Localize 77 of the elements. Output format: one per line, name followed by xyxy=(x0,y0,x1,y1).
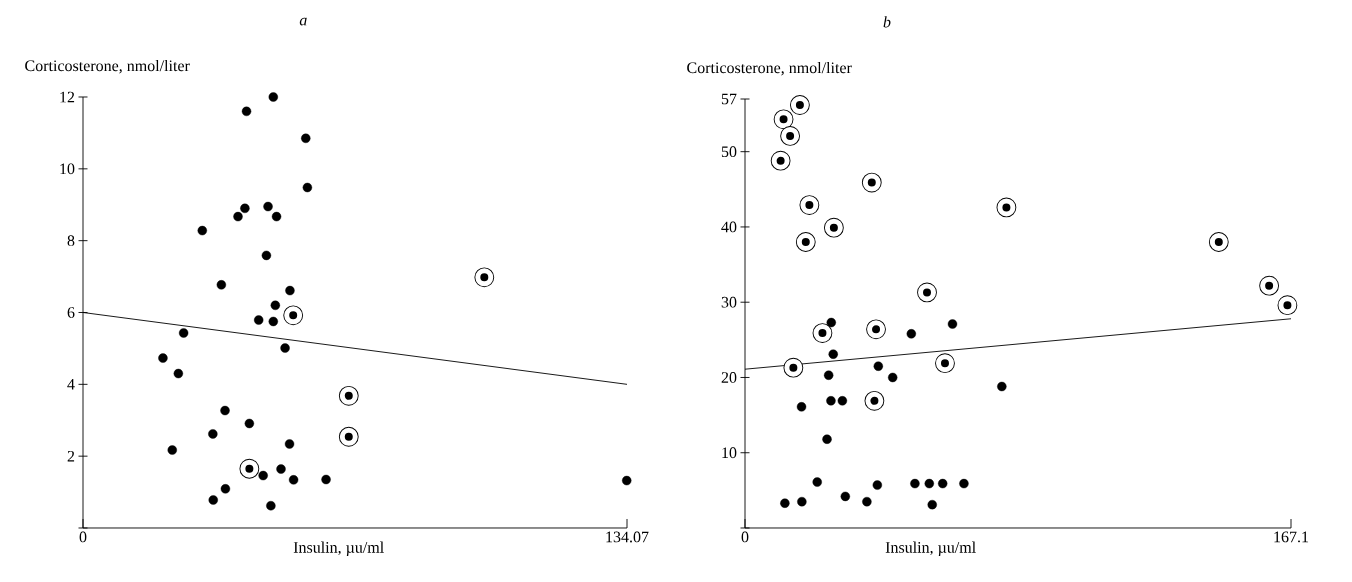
chart-title: b xyxy=(883,16,891,28)
point xyxy=(240,203,250,214)
point xyxy=(797,496,807,507)
x-tick-label: 0 xyxy=(79,531,87,543)
point xyxy=(826,317,836,328)
y-tick-label: 20 xyxy=(721,372,737,383)
point xyxy=(780,498,790,508)
point xyxy=(828,349,838,359)
point xyxy=(622,475,632,486)
point xyxy=(837,396,848,406)
point xyxy=(927,499,937,510)
point xyxy=(997,381,1007,392)
y-axis-title: Corticosterone, nmol/liter xyxy=(687,61,852,76)
y-tick-label: 2 xyxy=(67,450,75,462)
point xyxy=(823,370,834,380)
point xyxy=(173,368,184,379)
point xyxy=(947,319,958,329)
x-tick-label: 0 xyxy=(741,531,749,543)
point xyxy=(241,106,252,117)
point xyxy=(840,491,851,502)
point xyxy=(937,478,948,489)
y-tick-label: 10 xyxy=(60,163,75,175)
point xyxy=(208,429,218,439)
point xyxy=(284,439,295,449)
point xyxy=(796,402,807,412)
point xyxy=(263,201,273,212)
point xyxy=(197,225,207,236)
y-tick-label: 57 xyxy=(721,93,737,105)
point xyxy=(302,182,313,193)
y-tick-label: 40 xyxy=(721,221,737,233)
chart-title: a xyxy=(299,17,307,26)
point xyxy=(178,328,189,338)
point xyxy=(906,329,917,339)
point xyxy=(812,477,822,487)
point xyxy=(826,396,836,406)
y-tick-label: 4 xyxy=(67,379,75,390)
point xyxy=(924,478,934,489)
point xyxy=(271,211,282,222)
y-tick-label: 6 xyxy=(67,307,75,318)
point xyxy=(208,495,218,505)
point xyxy=(220,484,231,494)
point xyxy=(258,470,268,481)
point xyxy=(233,211,243,222)
x-tick-label: 134.07 xyxy=(606,531,649,543)
point xyxy=(268,92,279,102)
point xyxy=(270,300,281,311)
y-tick-label: 30 xyxy=(721,296,737,308)
point xyxy=(254,315,264,325)
point xyxy=(862,496,872,507)
y-tick-label: 50 xyxy=(721,146,737,158)
point xyxy=(321,474,331,485)
point xyxy=(268,316,279,327)
point xyxy=(167,445,177,455)
point xyxy=(216,280,227,290)
y-tick-label: 10 xyxy=(722,447,737,459)
x-axis-title: Insulin, µu/ml xyxy=(885,541,976,557)
point xyxy=(301,133,311,143)
y-tick-label: 12 xyxy=(60,91,75,103)
point xyxy=(872,480,883,490)
point xyxy=(822,434,832,444)
x-tick-label: 167.1 xyxy=(1274,531,1309,543)
point xyxy=(888,372,898,383)
point xyxy=(266,501,276,511)
x-axis-title: Insulin, µu/ml xyxy=(293,541,384,557)
point xyxy=(959,478,969,489)
point xyxy=(910,478,920,489)
y-axis-title: Corticosterone, nmol/liter xyxy=(25,59,190,74)
point xyxy=(220,405,230,416)
point xyxy=(158,353,168,363)
point xyxy=(288,475,299,485)
y-tick-label: 8 xyxy=(67,235,75,247)
point xyxy=(280,343,290,353)
point xyxy=(285,285,295,296)
point xyxy=(244,418,255,429)
point xyxy=(873,361,884,371)
point xyxy=(276,464,286,474)
point xyxy=(261,250,272,261)
